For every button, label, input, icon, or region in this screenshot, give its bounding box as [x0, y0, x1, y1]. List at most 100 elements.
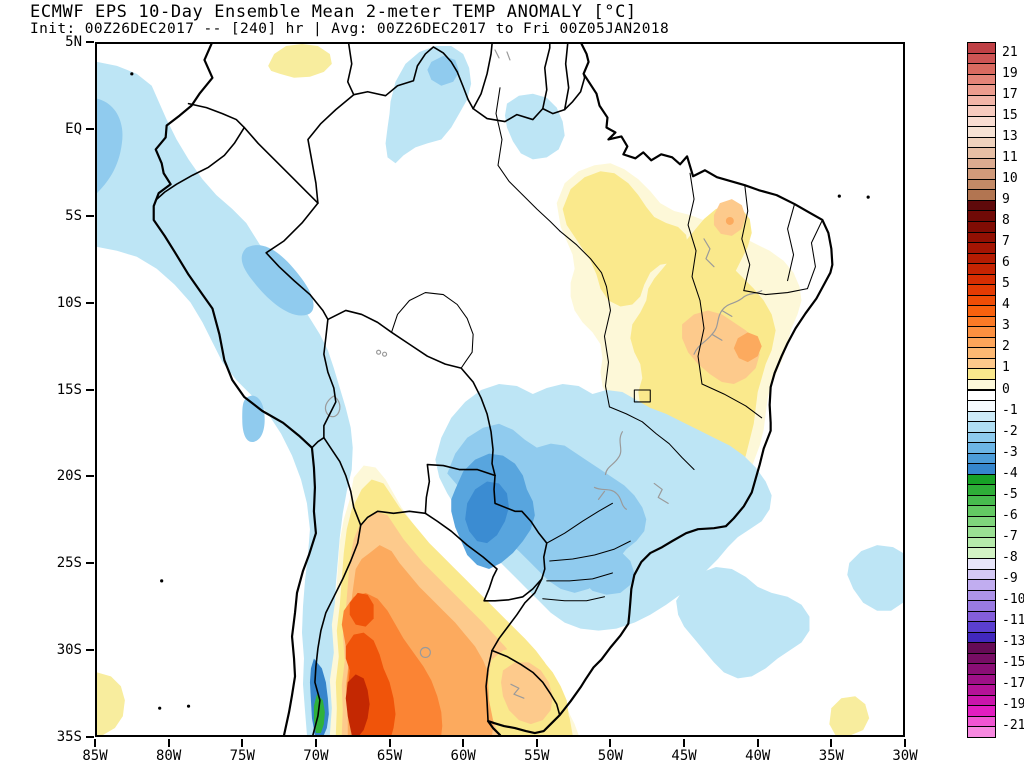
lake-bolivia-2	[381, 351, 388, 357]
colorbar-label-19: 19	[1002, 65, 1018, 81]
colorbar-label-6: 6	[1002, 255, 1010, 271]
border-paraguay-argentina	[424, 512, 543, 602]
fill-warm-ne-orange-core	[733, 332, 762, 363]
country-borders-layer	[154, 44, 586, 735]
lat-tick-label-EQ: EQ	[65, 120, 82, 137]
border-peru-chile	[311, 436, 325, 449]
lon-tick-mark	[241, 739, 244, 747]
colorbar-label-8: 8	[1002, 213, 1010, 228]
border-bolivia-argentina	[359, 510, 427, 527]
colorbar-label--11: -11	[1002, 613, 1024, 629]
anomaly-map-svg	[97, 44, 903, 735]
colorbar-label--21: -21	[1002, 718, 1024, 734]
islands-layer	[130, 72, 870, 710]
lat-tick-label-15S: 15S	[56, 381, 82, 398]
lon-tick-label-35W: 35W	[818, 748, 844, 764]
colorbar-label-17: 17	[1002, 86, 1018, 102]
lon-tick-mark	[609, 739, 612, 747]
fill-cool-west-medium-edge	[97, 98, 123, 194]
lon-tick-label-60W: 60W	[450, 748, 476, 764]
lon-tick-mark	[388, 739, 391, 747]
lat-tick-mark	[86, 736, 94, 738]
colorbar-label-0: 0	[1002, 381, 1010, 397]
lake-bolivia-1	[376, 349, 382, 355]
fill-warm-ne-yellow-west	[562, 171, 689, 307]
state-line-ms-sp	[546, 502, 613, 544]
colorbar-label-9: 9	[1002, 191, 1010, 207]
colorbar-label-4: 4	[1002, 297, 1010, 313]
island-dot-noronha-1	[837, 194, 841, 198]
lon-tick-mark	[462, 739, 465, 747]
lon-tick-mark	[314, 739, 317, 747]
fill-warm-uruguay-core	[500, 662, 553, 725]
coastline-atlantic	[486, 44, 834, 735]
fill-cool-guianas	[504, 93, 565, 160]
lat-tick-mark	[86, 475, 94, 478]
colorbar-label-10: 10	[1002, 170, 1018, 186]
state-line-sc-parana	[546, 572, 613, 582]
fill-warm-ne-orange-dot	[725, 216, 734, 225]
river-parana-upper	[593, 486, 627, 510]
state-line-ceara-east	[787, 203, 796, 282]
island-dot-noronha-2	[866, 195, 870, 199]
border-colombia-brazil	[307, 93, 355, 204]
border-chile-argentina	[312, 524, 362, 735]
lon-tick-mark	[756, 739, 759, 747]
coastline-layer	[152, 44, 834, 735]
border-guyana-brazil	[472, 107, 544, 123]
fill-cool-roraima	[385, 45, 472, 164]
state-line-rondonia	[391, 292, 474, 369]
lon-tick-mark	[94, 739, 96, 747]
border-peru-brazil	[265, 202, 329, 321]
river-guyana-marks	[494, 49, 511, 61]
border-colombia-ecuador	[187, 102, 246, 129]
fill-cool-cs-deepest	[465, 481, 509, 544]
lat-tick-label-35S: 35S	[56, 729, 82, 745]
fill-cool-right-edge	[847, 545, 903, 611]
island-dot-malpelo	[130, 72, 134, 76]
island-dot-chile-2	[158, 706, 162, 710]
state-line-pernambuco-bahia	[743, 288, 808, 296]
lat-tick-label-20S: 20S	[56, 468, 82, 485]
lat-tick-mark	[86, 301, 94, 304]
lon-tick-label-80W: 80W	[155, 748, 182, 764]
state-line-df-square	[633, 389, 651, 403]
rivers-layer	[324, 49, 763, 699]
lat-tick-mark	[86, 649, 94, 652]
lat-tick-mark	[86, 127, 94, 130]
state-line-para-amazonas	[495, 87, 561, 232]
lat-tick-mark	[86, 388, 94, 391]
anomaly-fill-layer	[97, 44, 903, 735]
lon-tick-label-85W: 85W	[82, 748, 108, 764]
border-chile-bolivia	[323, 436, 362, 527]
border-paraguay-bolivia	[424, 463, 496, 515]
map-plot-area	[95, 42, 905, 737]
lat-tick-label-5N: 5N	[65, 34, 82, 50]
lat-tick-label-30S: 30S	[56, 642, 82, 659]
lon-tick-label-40W: 40W	[745, 748, 771, 764]
lon-tick-label-65W: 65W	[376, 748, 403, 764]
river-minas	[604, 431, 669, 504]
colorbar-label--4: -4	[1002, 465, 1018, 481]
colorbar-label--17: -17	[1002, 676, 1024, 692]
lon-tick-mark	[904, 739, 906, 747]
border-venezuela-brazil	[352, 46, 474, 110]
lon-tick-label-45W: 45W	[671, 748, 697, 764]
lon-tick-mark	[830, 739, 833, 747]
colorbar-label--19: -19	[1002, 697, 1024, 713]
state-line-bahia-minas	[701, 383, 763, 419]
colorbar-label--6: -6	[1002, 507, 1018, 523]
border-paraguay-brazil	[493, 474, 548, 580]
colorbar-label--7: -7	[1002, 528, 1018, 544]
river-uruguay-south	[510, 683, 525, 699]
border-argentina-brazil	[491, 578, 543, 652]
colorbar-label--9: -9	[1002, 571, 1018, 587]
island-dot-chile-3	[186, 704, 191, 708]
state-line-amazonas-matogrosso	[559, 230, 607, 288]
colorbar-legend: 21 19 17 15 13 11 10 9 8 7 6 5 4 3 2 1 0 -1 -2 -3 -4 -5 -6 -7 -8…	[967, 42, 1024, 738]
state-line-mt-goias	[603, 286, 611, 408]
fill-warm-ne-lightorange-c	[682, 310, 760, 385]
colorbar-label-21: 21	[1002, 44, 1018, 60]
colorbar-label--2: -2	[1002, 423, 1018, 439]
